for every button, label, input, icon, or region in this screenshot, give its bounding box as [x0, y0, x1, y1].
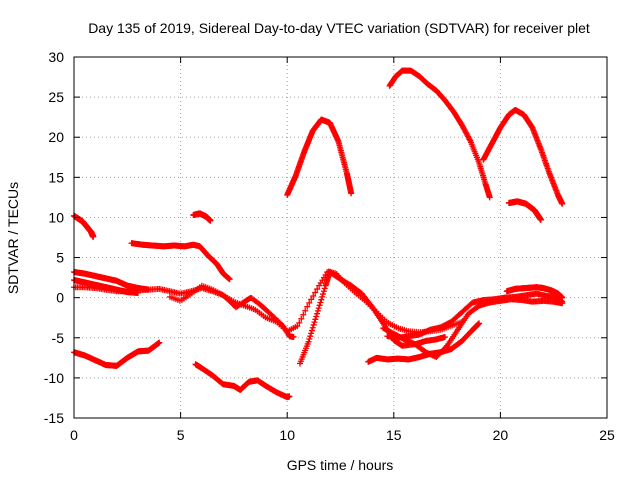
series-arc-g	[190, 210, 214, 224]
series-arc-i	[192, 361, 293, 401]
y-tick-label: 5	[56, 250, 64, 266]
data-point	[90, 233, 97, 240]
x-tick-label: 10	[279, 427, 295, 443]
data-point	[307, 333, 314, 340]
y-axis-label: SDTVAR / TECUs	[5, 182, 21, 294]
y-tick-label: 20	[48, 129, 64, 145]
data-point	[156, 339, 163, 346]
data-point	[308, 330, 315, 337]
data-point	[286, 393, 293, 400]
data-point	[318, 296, 325, 303]
data-point	[306, 335, 313, 342]
x-tick-label: 15	[386, 427, 402, 443]
data-point	[309, 324, 316, 331]
series-arc-b	[71, 268, 152, 293]
data-point	[317, 299, 324, 306]
series-arc-j	[284, 116, 355, 198]
data-point	[537, 216, 544, 223]
data-point	[476, 320, 483, 327]
series-arc-n	[384, 290, 566, 341]
y-tick-label: 0	[56, 290, 64, 306]
series-arc-p	[386, 67, 493, 201]
data-point	[314, 307, 321, 314]
data-point	[296, 319, 303, 326]
data-point	[312, 289, 319, 296]
data-point	[348, 190, 355, 197]
series-arc-q	[480, 106, 566, 207]
axis-ticks	[73, 56, 608, 419]
plot-frame	[73, 56, 608, 419]
data-point	[226, 276, 233, 283]
data-point	[320, 288, 327, 295]
data-point	[207, 217, 214, 224]
data-point	[298, 315, 305, 322]
data-point	[321, 285, 328, 292]
data-point	[302, 307, 309, 314]
data-point	[314, 310, 321, 317]
y-tick-labels: -15 -10 -5 0 5 10 15 20 25 30	[44, 49, 64, 426]
data-point	[308, 296, 315, 303]
data-point	[312, 316, 319, 323]
data-point	[300, 311, 307, 318]
series-arc-f	[128, 240, 233, 283]
x-axis-label: GPS time / hours	[287, 457, 394, 473]
series-arc-r	[505, 198, 544, 223]
data-point	[313, 313, 320, 320]
x-tick-label: 0	[70, 427, 78, 443]
data-point	[306, 299, 313, 306]
data-point	[320, 291, 327, 298]
y-tick-label: 30	[48, 49, 64, 65]
series-arc-k	[296, 268, 448, 367]
chart-title: Day 135 of 2019, Sidereal Day-to-day VTE…	[88, 20, 590, 36]
data-point	[319, 293, 326, 300]
data-point	[559, 294, 566, 301]
data-point	[316, 302, 323, 309]
x-tick-label: 25	[599, 427, 615, 443]
y-tick-label: 10	[48, 209, 64, 225]
y-tick-label: -5	[52, 330, 65, 346]
y-tick-label: 15	[48, 169, 64, 185]
x-tick-label: 5	[177, 427, 185, 443]
data-point	[308, 327, 315, 334]
data-point	[304, 303, 311, 310]
y-tick-label: 25	[48, 89, 64, 105]
x-tick-label: 20	[493, 427, 509, 443]
data-point	[310, 292, 317, 299]
y-tick-label: -15	[44, 410, 64, 426]
x-tick-labels: 0 5 10 15 20 25	[70, 427, 615, 443]
data-point	[310, 321, 317, 328]
data-point	[559, 200, 566, 207]
series-arc-o	[503, 284, 566, 301]
data-point	[442, 343, 449, 350]
data-point	[486, 194, 493, 201]
data-point	[314, 286, 321, 293]
y-tick-label: -10	[44, 370, 64, 386]
data-point	[294, 323, 301, 330]
data-point	[315, 305, 322, 312]
grid-lines	[74, 57, 607, 418]
data-point	[305, 338, 312, 345]
data-point	[290, 333, 297, 340]
data-point	[311, 319, 318, 326]
data-point	[441, 333, 448, 340]
